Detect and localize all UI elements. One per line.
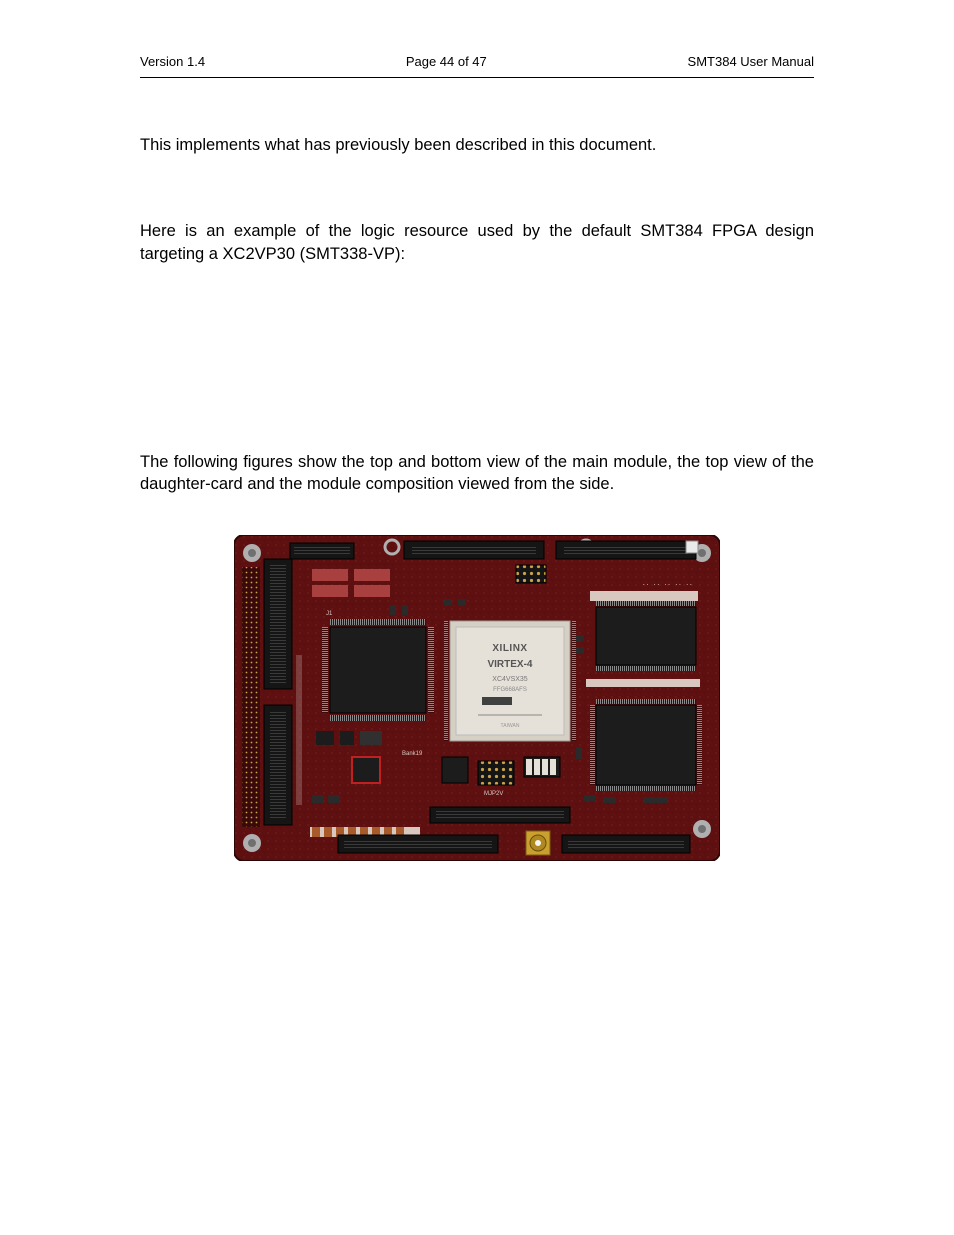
sma-connector-icon [526, 831, 550, 855]
circuit-board-image: .. .. .. .. .. [234, 535, 720, 861]
svg-text:FFG668AFS: FFG668AFS [493, 687, 527, 693]
svg-text:MJP2V: MJP2V [484, 791, 503, 797]
paragraph-2: Here is an example of the logic resource… [140, 220, 814, 265]
fpga-chip: XILINX VIRTEX-4 XC4VSX35 FFG668AFS TAIWA… [444, 621, 576, 741]
black-ic-left [322, 619, 434, 721]
svg-text:VIRTEX-4: VIRTEX-4 [487, 659, 532, 670]
svg-text:J1: J1 [326, 611, 333, 617]
board-photo-wrap: .. .. .. .. .. [140, 535, 814, 861]
page-header: Version 1.4 Page 44 of 47 SMT384 User Ma… [140, 54, 814, 75]
svg-text:Bank19: Bank19 [402, 751, 423, 757]
page-body: This implements what has previously been… [140, 78, 814, 861]
black-ic-right-bottom [590, 699, 702, 791]
document-page: Version 1.4 Page 44 of 47 SMT384 User Ma… [0, 0, 954, 1235]
black-ic-right-top [596, 601, 696, 671]
header-doc-title: SMT384 User Manual [688, 54, 814, 69]
svg-text:.. .. .. .. ..: .. .. .. .. .. [642, 580, 693, 587]
paragraph-1: This implements what has previously been… [140, 134, 814, 156]
paragraph-3: The following figures show the top and b… [140, 451, 814, 496]
svg-text:TAIWAN: TAIWAN [501, 723, 520, 729]
svg-text:XC4VSX35: XC4VSX35 [492, 676, 528, 683]
header-version: Version 1.4 [140, 54, 205, 69]
svg-text:XILINX: XILINX [492, 643, 527, 654]
header-page-number: Page 44 of 47 [406, 54, 487, 69]
